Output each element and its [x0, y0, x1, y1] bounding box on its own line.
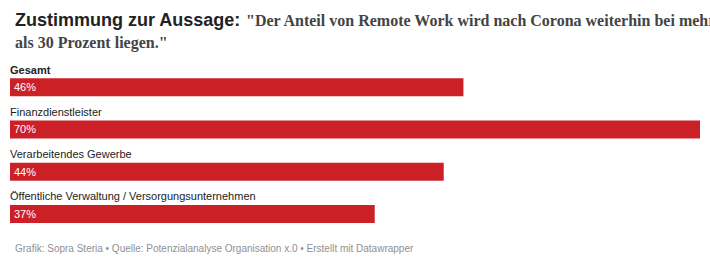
svg-text:44%: 44%: [14, 166, 36, 178]
svg-text:"Der Anteil von Remote Work wi: "Der Anteil von Remote Work wird nach Co…: [246, 12, 710, 29]
svg-text:Zustimmung zur Aussage:: Zustimmung zur Aussage:: [15, 10, 240, 30]
svg-text:37%: 37%: [14, 208, 36, 220]
svg-text:Grafik: Sopra Steria • Quelle:: Grafik: Sopra Steria • Quelle: Potenzial…: [15, 243, 414, 254]
svg-text:als 30 Prozent liegen.": als 30 Prozent liegen.": [15, 34, 168, 52]
svg-text:70%: 70%: [14, 123, 36, 135]
svg-text:Gesamt: Gesamt: [10, 64, 51, 76]
svg-text:Verarbeitendes Gewerbe: Verarbeitendes Gewerbe: [10, 148, 132, 160]
svg-text:Finanzdienstleister: Finanzdienstleister: [10, 106, 102, 118]
svg-text:46%: 46%: [14, 81, 36, 93]
svg-text:Öffentliche Verwaltung / Verso: Öffentliche Verwaltung / Versorgungsunte…: [10, 190, 256, 202]
